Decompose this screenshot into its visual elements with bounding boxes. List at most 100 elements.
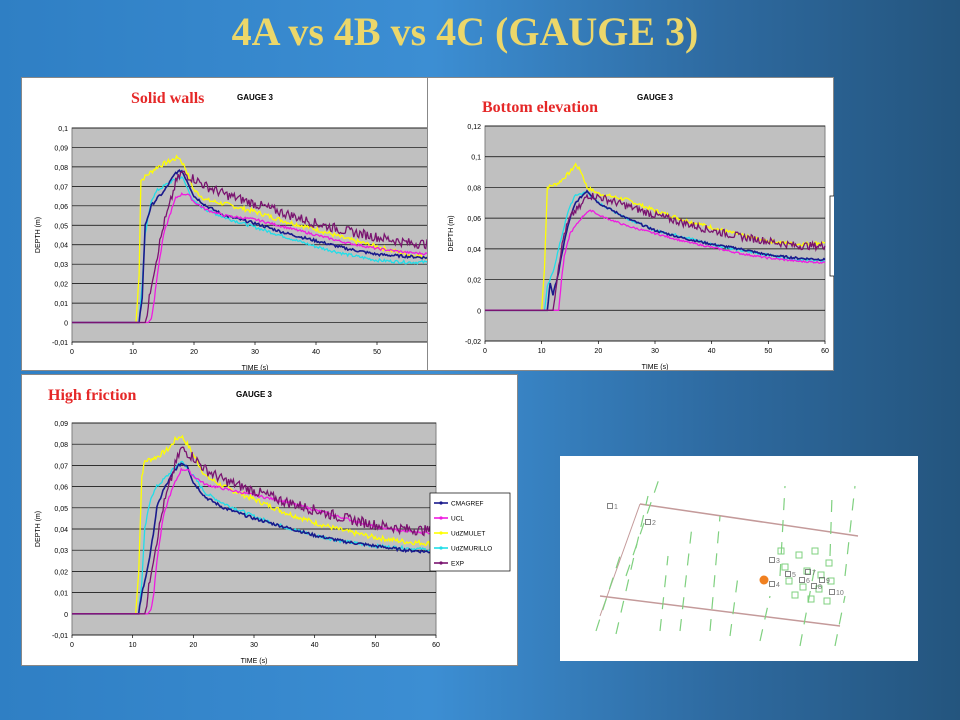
gauge-label: 7 [812, 570, 816, 577]
obstacle-block [791, 591, 799, 599]
legend-box [829, 195, 834, 277]
y-tick-label: 0 [64, 612, 68, 619]
obstacle-block [799, 583, 807, 591]
y-tick-label: 0,06 [54, 204, 68, 211]
chart-title: GAUGE 3 [637, 93, 674, 102]
obstacle-block [815, 585, 823, 593]
flow-line [829, 495, 833, 557]
legend-marker [439, 516, 443, 520]
obstacle-block [817, 571, 825, 579]
flow-line [709, 515, 721, 632]
y-tick-label: 0,03 [54, 262, 68, 269]
flow-line [799, 565, 816, 647]
gauge-marker [829, 589, 835, 595]
y-tick-label: 0,06 [54, 485, 68, 492]
obstacle-block [807, 595, 815, 603]
gauge-label: 5 [792, 572, 796, 579]
obstacle-block [781, 563, 789, 571]
legend-marker [439, 561, 443, 565]
gauge-marker [645, 519, 651, 525]
y-tick-label: 0,02 [467, 278, 481, 285]
x-tick-label: 30 [250, 642, 258, 649]
x-tick-label: 0 [483, 348, 487, 355]
gauge-label: 10 [836, 590, 844, 597]
obstacle-block [777, 547, 785, 555]
legend-label: CMAGREF [451, 501, 484, 508]
x-tick-label: 30 [651, 348, 659, 355]
gauge-marker [799, 577, 805, 583]
y-tick-label: 0,08 [54, 165, 68, 172]
channel-wall [599, 503, 641, 617]
obstacle-block [811, 547, 819, 555]
y-tick-label: 0,03 [54, 548, 68, 555]
channel-wall [639, 503, 859, 537]
top-charts-panel: GAUGE 3 -0,01 0 0,01 0,02 0,03 0,04 0,05 0,06 0,0… [21, 77, 834, 371]
plot-area [71, 127, 427, 343]
legend-marker [439, 546, 443, 550]
flow-line [834, 595, 846, 647]
chart-solid-walls: GAUGE 3-0,0100,010,020,030,040,050,060,0… [35, 93, 427, 370]
gauge-label: 8 [818, 584, 822, 591]
gauge-marker [805, 569, 811, 575]
y-tick-label: 0,04 [54, 243, 68, 250]
x-axis-label: TIME (s) [242, 365, 269, 370]
slide-title: 4A vs 4B vs 4C (GAUGE 3) [231, 9, 699, 54]
series-line-exp [485, 192, 826, 311]
channel-wall [599, 595, 841, 627]
obstacle-block [785, 577, 793, 585]
x-tick-label: 10 [129, 642, 137, 649]
panel-divider [427, 78, 428, 370]
label-solid-walls: Solid walls [131, 90, 205, 107]
obstacle-block [825, 559, 833, 567]
gauge-label: 9 [826, 578, 830, 585]
flow-line [759, 595, 771, 642]
gauge-marker [811, 583, 817, 589]
legend-marker [439, 501, 443, 505]
y-tick-label: 0 [477, 308, 481, 315]
flow-line [844, 485, 856, 577]
x-tick-label: 50 [764, 348, 772, 355]
obstacle-block [795, 551, 803, 559]
y-tick-label: 0,12 [467, 124, 481, 131]
y-tick-label: -0,01 [52, 340, 68, 347]
y-tick-label: -0,01 [52, 633, 68, 640]
chart-title: GAUGE 3 [236, 390, 273, 399]
y-tick-label: 0,09 [54, 145, 68, 152]
x-tick-label: 40 [312, 349, 320, 356]
x-tick-label: 40 [311, 642, 319, 649]
chart-title: GAUGE 3 [237, 93, 274, 102]
y-tick-label: 0,07 [54, 184, 68, 191]
y-tick-label: 0,1 [58, 126, 68, 133]
y-tick-label: 0,09 [54, 421, 68, 428]
y-tick-label: 0,02 [54, 282, 68, 289]
gauge-marker [819, 577, 825, 583]
bottom-chart-panel: GAUGE 3 -0,01 0 0,01 0,02 0,03 0,04 0,05 0,06 0,0… [21, 374, 518, 666]
y-tick-label: 0,02 [54, 569, 68, 576]
x-tick-label: 20 [594, 348, 602, 355]
x-tick-label: 20 [190, 349, 198, 356]
y-axis-label: DEPTH (m) [35, 217, 42, 253]
x-tick-label: 50 [371, 642, 379, 649]
y-tick-label: 0,08 [54, 442, 68, 449]
y-tick-label: 0,04 [467, 247, 481, 254]
flow-line [679, 525, 693, 632]
x-tick-label: 0 [70, 349, 74, 356]
x-tick-label: 0 [70, 642, 74, 649]
y-tick-label: 0,05 [54, 506, 68, 513]
y-tick-label: 0,06 [467, 216, 481, 223]
y-tick-label: -0,02 [465, 339, 481, 346]
label-high-friction: High friction [48, 387, 137, 404]
label-bottom-elevation: Bottom elevation [482, 99, 598, 116]
legend-label: UCL [451, 516, 464, 523]
y-tick-label: 0,08 [467, 185, 481, 192]
gauge-location-map: 1 2 3 4 5 6 7 8 9 10 [560, 456, 918, 661]
x-tick-label: 10 [129, 349, 137, 356]
y-axis-label: DEPTH (m) [35, 511, 42, 547]
y-axis-label: DEPTH (m) [448, 215, 455, 251]
x-axis-label: TIME (s) [241, 658, 268, 665]
gauge-label: 4 [776, 582, 780, 589]
chart-high-friction: GAUGE 3-0,0100,010,020,030,040,050,060,0… [35, 390, 511, 665]
gauge-marker [607, 503, 613, 509]
obstacle-block [827, 577, 835, 585]
